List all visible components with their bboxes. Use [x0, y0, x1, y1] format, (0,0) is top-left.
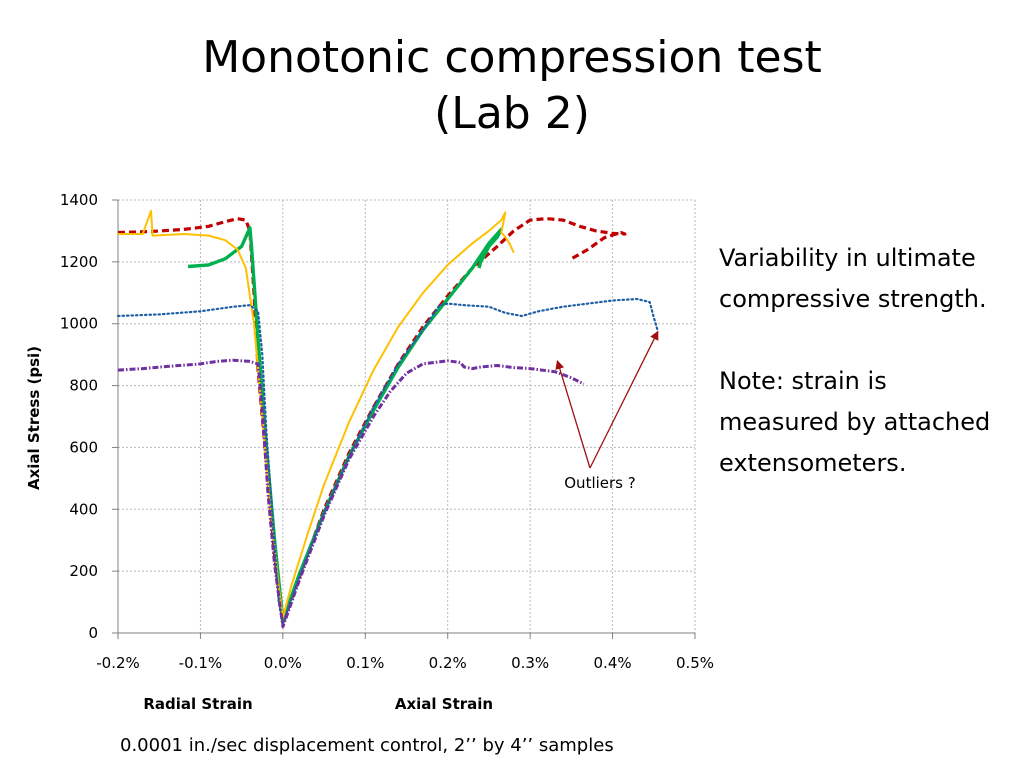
x-tick-label: 0.0% [264, 654, 302, 672]
footer-caption: 0.0001 in./sec displacement control, 2’’… [120, 735, 614, 756]
side-notes: Variability in ultimate compressive stre… [719, 238, 1009, 484]
x-tick-label: 0.1% [346, 654, 384, 672]
slide-title: Monotonic compression test (Lab 2) [0, 30, 1024, 142]
series-line-3 [116, 297, 659, 625]
annotation-arrow-1 [589, 330, 659, 469]
y-tick-label: 400 [69, 500, 98, 518]
chart-tick-labels: -0.2% -0.1% 0.0% 0.1% 0.2% 0.3% 0.4% 0.5% 0 200 40… [60, 191, 714, 672]
annotation-arrow-0 [555, 359, 591, 469]
chart-axes [112, 199, 696, 639]
y-axis-label: Axial Stress (psi) [25, 346, 43, 490]
note-variability: Variability in ultimate compressive stre… [719, 244, 987, 313]
x-tick-label: -0.1% [179, 654, 223, 672]
title-line-2: (Lab 2) [434, 88, 590, 139]
y-tick-label: 1000 [60, 315, 98, 333]
outliers-annotation: Outliers ? [555, 330, 659, 492]
x-tick-label: 0.3% [511, 654, 549, 672]
series-line-4 [117, 358, 585, 629]
y-tick-label: 1400 [60, 191, 98, 209]
series-line-2 [118, 209, 515, 619]
x-axis-label-axial: Axial Strain [395, 695, 493, 713]
chart-grid [117, 199, 696, 634]
x-tick-label: -0.2% [96, 654, 140, 672]
chart-series [116, 209, 659, 629]
title-line-1: Monotonic compression test [202, 32, 822, 83]
y-tick-label: 800 [69, 377, 98, 395]
x-tick-label: 0.2% [429, 654, 467, 672]
x-tick-label: 0.5% [676, 654, 714, 672]
y-tick-label: 600 [69, 438, 98, 456]
x-tick-label: 0.4% [594, 654, 632, 672]
annotation-label: Outliers ? [564, 474, 635, 492]
x-axis-label-radial: Radial Strain [143, 695, 252, 713]
y-tick-label: 0 [88, 624, 98, 642]
y-tick-label: 1200 [60, 253, 98, 271]
y-tick-label: 200 [69, 562, 98, 580]
note-strain: Note: strain is measured by attached ext… [719, 367, 991, 477]
